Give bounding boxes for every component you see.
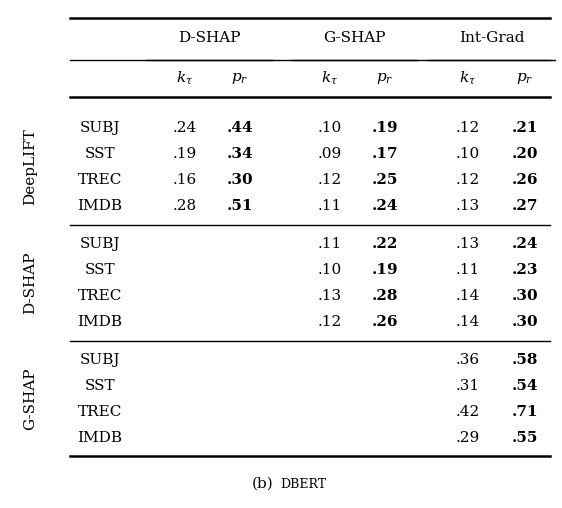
Text: D-SHAP: D-SHAP	[23, 252, 37, 314]
Text: .24: .24	[173, 121, 197, 135]
Text: D-SHAP: D-SHAP	[178, 31, 241, 45]
Text: .21: .21	[512, 121, 538, 135]
Text: SUBJ: SUBJ	[80, 121, 120, 135]
Text: $k_\tau$: $k_\tau$	[459, 70, 477, 86]
Text: .26: .26	[512, 173, 538, 187]
Text: .30: .30	[511, 289, 538, 303]
Text: SST: SST	[85, 379, 115, 393]
Text: .09: .09	[318, 147, 342, 161]
Text: .30: .30	[511, 315, 538, 329]
Text: $p_r$: $p_r$	[232, 71, 249, 85]
Text: (b): (b)	[252, 477, 274, 491]
Text: IMDB: IMDB	[78, 431, 123, 445]
Text: .23: .23	[512, 263, 538, 277]
Text: .12: .12	[318, 173, 342, 187]
Text: .10: .10	[318, 263, 342, 277]
Text: TREC: TREC	[78, 173, 122, 187]
Text: .55: .55	[512, 431, 538, 445]
Text: .44: .44	[226, 121, 253, 135]
Text: .11: .11	[318, 199, 342, 213]
Text: G-SHAP: G-SHAP	[23, 368, 37, 430]
Text: DBERT: DBERT	[280, 478, 326, 491]
Text: .27: .27	[512, 199, 538, 213]
Text: $p_r$: $p_r$	[516, 71, 534, 85]
Text: .25: .25	[372, 173, 398, 187]
Text: .11: .11	[318, 237, 342, 251]
Text: SUBJ: SUBJ	[80, 237, 120, 251]
Text: .34: .34	[226, 147, 253, 161]
Text: .17: .17	[371, 147, 398, 161]
Text: .10: .10	[456, 147, 480, 161]
Text: .22: .22	[372, 237, 398, 251]
Text: .28: .28	[173, 199, 197, 213]
Text: .31: .31	[456, 379, 480, 393]
Text: .16: .16	[173, 173, 197, 187]
Text: DeepLIFT: DeepLIFT	[23, 129, 37, 205]
Text: $p_r$: $p_r$	[377, 71, 394, 85]
Text: .20: .20	[512, 147, 538, 161]
Text: .36: .36	[456, 353, 480, 367]
Text: .51: .51	[226, 199, 253, 213]
Text: $k_\tau$: $k_\tau$	[176, 70, 194, 86]
Text: SUBJ: SUBJ	[80, 353, 120, 367]
Text: .19: .19	[371, 263, 398, 277]
Text: .12: .12	[456, 121, 480, 135]
Text: .19: .19	[371, 121, 398, 135]
Text: SST: SST	[85, 263, 115, 277]
Text: .13: .13	[318, 289, 342, 303]
Text: .12: .12	[318, 315, 342, 329]
Text: G-SHAP: G-SHAP	[323, 31, 386, 45]
Text: .14: .14	[456, 315, 480, 329]
Text: Int-Grad: Int-Grad	[459, 31, 524, 45]
Text: .58: .58	[512, 353, 538, 367]
Text: .19: .19	[173, 147, 197, 161]
Text: SST: SST	[85, 147, 115, 161]
Text: .30: .30	[226, 173, 253, 187]
Text: .71: .71	[511, 405, 538, 419]
Text: .28: .28	[371, 289, 398, 303]
Text: .11: .11	[456, 263, 480, 277]
Text: IMDB: IMDB	[78, 199, 123, 213]
Text: .24: .24	[371, 199, 398, 213]
Text: TREC: TREC	[78, 405, 122, 419]
Text: .13: .13	[456, 237, 480, 251]
Text: .26: .26	[371, 315, 398, 329]
Text: .14: .14	[456, 289, 480, 303]
Text: .12: .12	[456, 173, 480, 187]
Text: IMDB: IMDB	[78, 315, 123, 329]
Text: .54: .54	[512, 379, 538, 393]
Text: .42: .42	[456, 405, 480, 419]
Text: .24: .24	[512, 237, 538, 251]
Text: .10: .10	[318, 121, 342, 135]
Text: .29: .29	[456, 431, 480, 445]
Text: $k_\tau$: $k_\tau$	[321, 70, 339, 86]
Text: .13: .13	[456, 199, 480, 213]
Text: TREC: TREC	[78, 289, 122, 303]
